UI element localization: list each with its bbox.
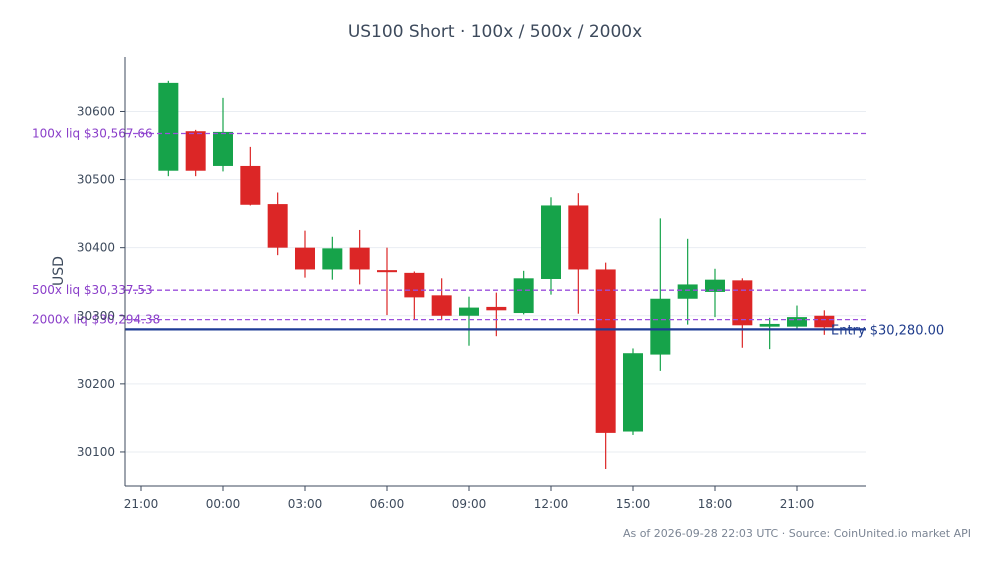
- x-tick-label: 21:00: [124, 497, 159, 511]
- candle-body-down: [185, 131, 206, 171]
- x-tick-label: 21:00: [780, 497, 815, 511]
- candle-body-down: [294, 247, 315, 270]
- axes: [120, 57, 866, 491]
- candle-body-down: [376, 270, 397, 273]
- candle-body-down: [404, 272, 425, 298]
- candle: [786, 305, 807, 329]
- candle-body-down: [732, 280, 753, 326]
- candle-body-up: [158, 82, 179, 171]
- candle-body-down: [486, 306, 507, 311]
- candle: [185, 129, 206, 177]
- x-tick-label: 00:00: [206, 497, 241, 511]
- candle: [349, 229, 370, 285]
- candle: [595, 262, 616, 469]
- y-tick-label: 30200: [77, 377, 115, 391]
- chart-title: US100 Short · 100x / 500x / 2000x: [348, 22, 642, 42]
- candle-body-down: [240, 165, 261, 205]
- candle: [650, 218, 671, 371]
- candle-body-down: [595, 269, 616, 433]
- candle-body-up: [622, 353, 643, 432]
- liq-line-label: 100x liq $30,567.66: [32, 126, 153, 140]
- candle: [622, 348, 643, 435]
- x-tick-label: 12:00: [534, 497, 569, 511]
- candle-body-up: [540, 205, 561, 279]
- candle: [540, 197, 561, 295]
- candle-body-down: [267, 204, 288, 248]
- candle-body-up: [759, 323, 780, 327]
- candle-body-up: [212, 131, 233, 166]
- candle: [513, 270, 534, 315]
- y-tick-label: 30500: [77, 173, 115, 187]
- candle: [814, 310, 835, 335]
- candle: [267, 192, 288, 256]
- candles: [158, 80, 835, 469]
- candle-body-down: [431, 295, 452, 316]
- reference-lines: 100x liq $30,567.66 500x liq $30,337.53 20…: [32, 126, 944, 338]
- candle: [732, 278, 753, 348]
- candle-body-down: [568, 205, 589, 270]
- footer-source: As of 2026-09-28 22:03 UTC · Source: Coi…: [623, 527, 971, 540]
- entry-line-label: Entry $30,280.00: [831, 323, 944, 338]
- candle: [212, 97, 233, 172]
- y-tick-label: 30600: [77, 104, 115, 118]
- liq-line-label: 500x liq $30,337.53: [32, 283, 153, 297]
- x-tick-label: 15:00: [616, 497, 651, 511]
- labels: US100 Short · 100x / 500x / 2000x USD As…: [51, 22, 971, 540]
- candle-body-down: [349, 247, 370, 270]
- y-tick-label: 30100: [77, 445, 115, 459]
- candle-body-up: [513, 278, 534, 314]
- candle-body-up: [704, 279, 725, 292]
- candle: [158, 80, 179, 177]
- x-tick-label: 03:00: [288, 497, 323, 511]
- candle-body-up: [458, 307, 479, 316]
- candle: [759, 317, 780, 350]
- y-tick-label: 30400: [77, 241, 115, 255]
- x-tick-label: 09:00: [452, 497, 487, 511]
- candle: [568, 193, 589, 314]
- y-tick-label: 30300: [77, 309, 115, 323]
- candle-body-up: [650, 298, 671, 355]
- candle: [431, 278, 452, 320]
- candle-body-up: [677, 284, 698, 299]
- candle: [322, 236, 343, 280]
- candle-body-up: [786, 317, 807, 327]
- candle: [704, 268, 725, 318]
- y-axis-label: USD: [51, 256, 67, 286]
- candle: [404, 271, 425, 320]
- x-tick-label: 18:00: [698, 497, 733, 511]
- liq-line-label: 2000x liq $30,294.38: [32, 313, 160, 327]
- candle-body-up: [322, 248, 343, 270]
- candle: [240, 146, 261, 206]
- candle: [677, 238, 698, 325]
- grid-lines: [125, 110, 866, 453]
- x-tick-label: 06:00: [370, 497, 405, 511]
- candle: [458, 296, 479, 346]
- candle: [294, 230, 315, 278]
- candle-body-down: [814, 315, 835, 328]
- candle: [376, 247, 397, 316]
